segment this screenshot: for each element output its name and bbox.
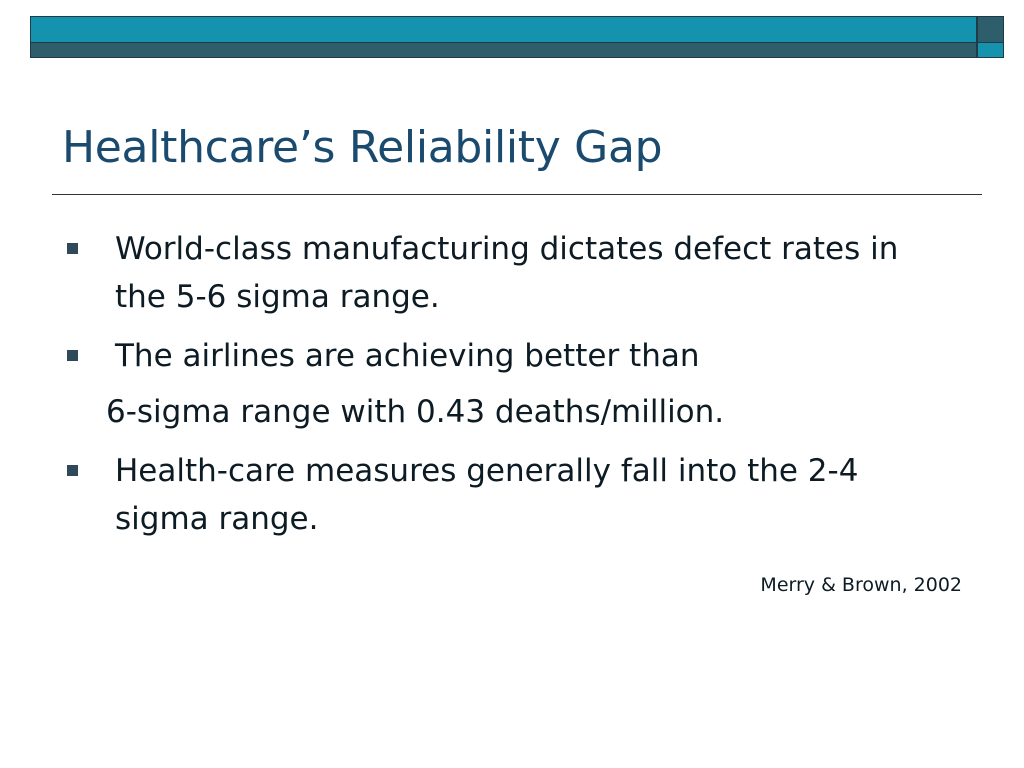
bullet-square-icon [67, 350, 78, 361]
bullet-item-healthcare: Health-care measures generally fall into… [115, 453, 859, 537]
header-bar-lower-band [31, 42, 976, 57]
bullet-item-airlines-continuation: 6-sigma range with 0.43 deaths/million. [106, 394, 725, 430]
bullet-item-airlines: The airlines are achieving better than [115, 338, 700, 374]
citation: Merry & Brown, 2002 [760, 574, 962, 596]
title-divider [52, 194, 982, 195]
bullet-square-icon [67, 243, 78, 254]
header-decoration-corner-block [977, 16, 1004, 58]
header-bar-upper-band [31, 17, 976, 43]
slide-title: Healthcare’s Reliability Gap [62, 122, 663, 173]
bullet-item-manufacturing: World-class manufacturing dictates defec… [115, 231, 899, 315]
header-decoration-bar [30, 16, 977, 58]
corner-block-lower-band [978, 42, 1003, 57]
bullet-square-icon [67, 465, 78, 476]
corner-block-upper-band [978, 17, 1003, 43]
